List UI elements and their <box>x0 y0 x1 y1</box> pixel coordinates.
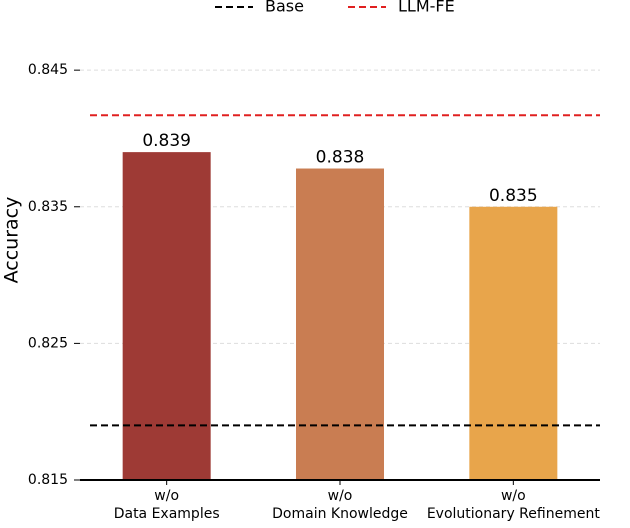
y-tick-label: 0.845 <box>28 62 68 78</box>
x-tick-label: Domain Knowledge <box>272 506 408 522</box>
value-label: 0.838 <box>316 148 365 168</box>
legend-label: Base <box>265 0 304 16</box>
x-tick-label: w/o <box>501 488 526 504</box>
x-tick-label: w/o <box>154 488 179 504</box>
value-label: 0.835 <box>489 186 538 206</box>
legend-label: LLM-FE <box>398 0 455 16</box>
y-axis-label: Accuracy <box>1 197 23 284</box>
bar <box>122 152 211 480</box>
x-tick-label: Data Examples <box>114 506 220 522</box>
bar <box>469 206 558 480</box>
x-tick-label: w/o <box>328 488 353 504</box>
x-tick-label: Evolutionary Refinement <box>427 506 600 522</box>
y-tick-label: 0.815 <box>28 472 68 488</box>
y-tick-label: 0.835 <box>28 199 68 215</box>
y-tick-label: 0.825 <box>28 335 68 351</box>
bar <box>296 168 384 481</box>
value-label: 0.839 <box>142 131 191 151</box>
